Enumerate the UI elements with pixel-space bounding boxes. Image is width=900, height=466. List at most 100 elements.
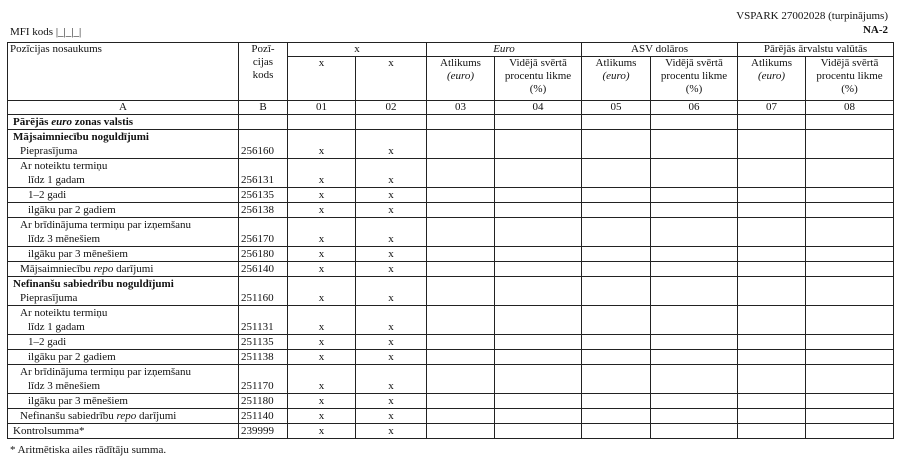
- data-row: Ar noteiktu termiņu līdz 1 gadam 251131 x x: [7, 305, 895, 335]
- value-cell: [494, 305, 582, 335]
- row-code: 251160: [238, 276, 288, 306]
- value-cell: [494, 114, 582, 130]
- value-cell: [737, 349, 807, 365]
- value-cell: [649, 393, 739, 409]
- value-cell: [805, 305, 895, 335]
- row-code: 256135: [238, 187, 288, 203]
- row-name: Mājsaimniecību repo darījumi: [7, 261, 239, 277]
- column-letter: A: [7, 100, 239, 115]
- value-cell: [426, 305, 495, 335]
- row-code: 251170: [238, 364, 288, 394]
- footnote: * Aritmētiska ailes rādītāju summa.: [10, 444, 167, 456]
- header-row: Pozīcijas nosaukums Pozī-cijas kods x Euro AS…: [7, 42, 895, 101]
- value-cell: [737, 129, 807, 159]
- x-header: x: [355, 56, 427, 101]
- value-cell: [737, 202, 807, 218]
- value-cell: [737, 364, 807, 394]
- header-line: Vidējā svērtā: [665, 57, 723, 70]
- value-cell: [649, 305, 739, 335]
- row-label: Kontrolsumma*: [13, 425, 85, 437]
- value-cell: [426, 364, 495, 394]
- value-cell: [649, 364, 739, 394]
- group-header: x: [287, 42, 427, 57]
- data-row: ilgāku par 3 mēnešiem 251180 x x: [7, 393, 895, 409]
- value-cell: [581, 305, 651, 335]
- row-heading: Ar brīdinājuma termiņu par izņemšanu: [20, 219, 192, 231]
- value-cell: [737, 423, 807, 439]
- row-name: Nefinanšu sabiedrību repo darījumi: [7, 408, 239, 424]
- label-part: euro: [51, 116, 72, 128]
- row-name: Ar noteiktu termiņu līdz 1 gadam: [7, 305, 239, 335]
- row-code: 251180: [238, 393, 288, 409]
- x-cell: x: [355, 217, 427, 247]
- x-cell: x: [355, 364, 427, 394]
- rate-header: Vidējā svērtā procentu likme (%): [494, 56, 582, 101]
- form-table: Pozīcijas nosaukums Pozī-cijas kods x Euro AS…: [7, 42, 895, 439]
- row-label: līdz 3 mēnešiem: [28, 380, 101, 392]
- row-code: 256138: [238, 202, 288, 218]
- value-cell: [581, 114, 651, 130]
- value-cell: [581, 217, 651, 247]
- data-row: ilgāku par 2 gadiem 251138 x x: [7, 349, 895, 365]
- value-cell: [426, 334, 495, 350]
- name-header: Pozīcijas nosaukums: [7, 42, 239, 101]
- value-cell: [426, 129, 495, 159]
- value-cell: [649, 114, 739, 130]
- value-cell: [426, 349, 495, 365]
- row-name: Kontrolsumma*: [7, 423, 239, 439]
- header-line: Atlikums: [751, 57, 792, 70]
- row-code: 251131: [238, 305, 288, 335]
- value-cell: [426, 393, 495, 409]
- x-cell: x: [355, 187, 427, 203]
- row-name: ilgāku par 3 mēnešiem: [7, 393, 239, 409]
- data-row: ilgāku par 2 gadiem 256138 x x: [7, 202, 895, 218]
- value-cell: [494, 261, 582, 277]
- x-cell: x: [355, 349, 427, 365]
- value-cell: [494, 349, 582, 365]
- value-cell: [737, 261, 807, 277]
- value-cell: [805, 276, 895, 306]
- value-cell: [737, 276, 807, 306]
- data-row: ilgāku par 3 mēnešiem 256180 x x: [7, 246, 895, 262]
- value-cell: [649, 276, 739, 306]
- value-cell: [805, 187, 895, 203]
- data-row: Nefinanšu sabiedrību noguldījumi Pieprasī…: [7, 276, 895, 306]
- header-line: (%): [529, 83, 547, 95]
- group-header: Pārējās ārvalstu valūtās: [737, 42, 895, 57]
- x-cell: x: [287, 364, 356, 394]
- row-label: līdz 1 gadam: [28, 321, 85, 333]
- value-cell: [805, 217, 895, 247]
- value-cell: [494, 187, 582, 203]
- header-line: (euro): [602, 70, 630, 82]
- report-code: VSPARK 27002028 (turpinājums): [736, 10, 888, 22]
- row-code: 256160: [238, 129, 288, 159]
- group-header: Euro: [426, 42, 582, 57]
- value-cell: [737, 408, 807, 424]
- row-label: ilgāku par 2 gadiem: [28, 204, 116, 216]
- value-cell: [737, 114, 807, 130]
- row-heading: Ar noteiktu termiņu: [20, 160, 108, 172]
- row-label: Pieprasījuma: [20, 292, 78, 304]
- value-cell: [426, 261, 495, 277]
- value-cell: [494, 276, 582, 306]
- value-cell: [805, 423, 895, 439]
- row-label: Mājsaimniecību repo darījumi: [10, 263, 236, 276]
- letter-row: A B 01 02 03 04 05 06 07 08: [7, 100, 895, 115]
- value-cell: [805, 158, 895, 188]
- value-cell: [581, 202, 651, 218]
- data-row: Nefinanšu sabiedrību repo darījumi 251140…: [7, 408, 895, 424]
- value-cell: [581, 129, 651, 159]
- value-cell: [426, 114, 495, 130]
- value-cell: [805, 364, 895, 394]
- value-cell: [649, 158, 739, 188]
- row-code: 256131: [238, 158, 288, 188]
- value-cell: [805, 246, 895, 262]
- column-letter: 04: [494, 100, 582, 115]
- row-name: Mājsaimniecību noguldījumi Pieprasījuma: [7, 129, 239, 159]
- row-code: [238, 114, 288, 130]
- value-cell: [649, 334, 739, 350]
- value-cell: [737, 217, 807, 247]
- value-cell: [494, 246, 582, 262]
- value-cell: [805, 393, 895, 409]
- data-row: Mājsaimniecību noguldījumi Pieprasījuma 25…: [7, 129, 895, 159]
